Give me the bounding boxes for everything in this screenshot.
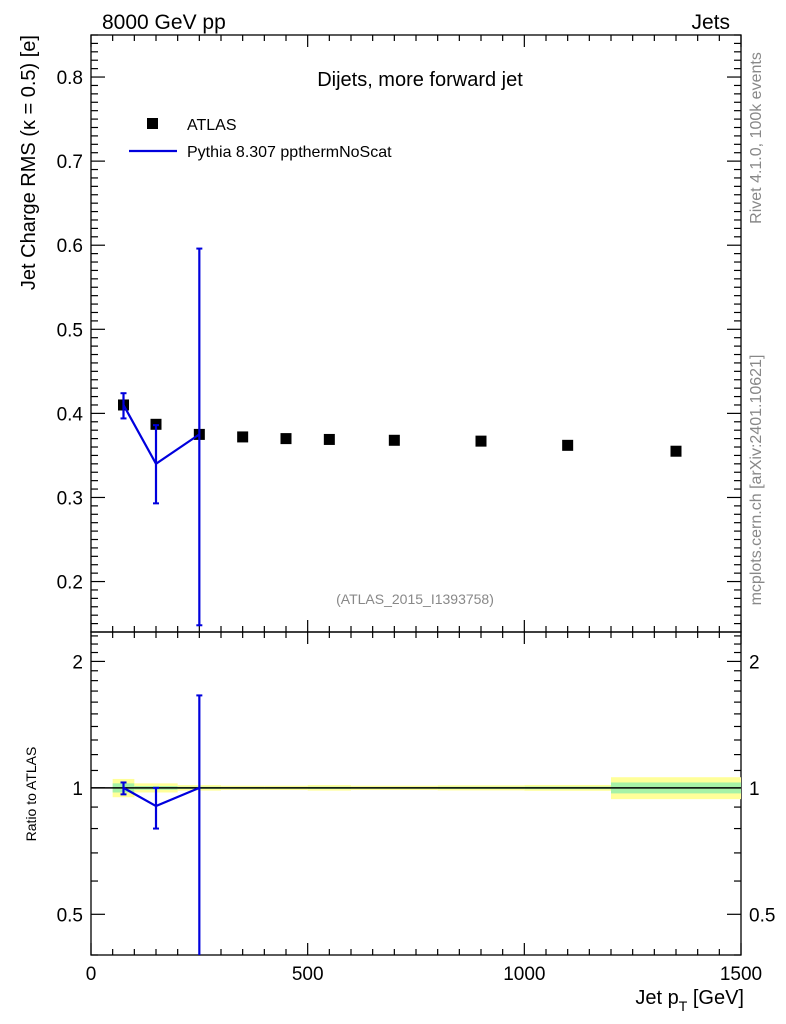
y-tick-label: 0.3 — [57, 488, 83, 509]
legend-label-atlas: ATLAS — [187, 117, 237, 134]
ratio-y-tick-label: 0.5 — [57, 905, 83, 926]
ratio-y-tick-label-right: 1 — [749, 779, 760, 800]
atlas-data-point — [562, 439, 574, 451]
legend: ATLAS Pythia 8.307 ppthermNoScat — [129, 117, 392, 161]
x-axis-label-sub: T — [679, 998, 688, 1014]
y-tick-label: 0.4 — [57, 404, 84, 425]
main-axis-ticks: 0.2 0.3 0.4 0.5 0.6 0.7 0.8 — [57, 34, 742, 632]
chart-title: Dijets, more forward jet — [317, 69, 523, 91]
y-tick-label: 0.2 — [57, 573, 83, 594]
y-tick-label: 0.8 — [57, 68, 83, 89]
x-axis-label-main: Jet p — [635, 987, 678, 1009]
rivet-label: Rivet 4.1.0, 100k events — [748, 52, 765, 224]
ratio-axis-ticks: 0.5 0.5 1 1 2 2 0 500 1000 1500 — [57, 632, 775, 985]
x-tick-label: 0 — [86, 964, 97, 985]
legend-marker-atlas — [147, 118, 158, 129]
x-tick-label: 500 — [292, 964, 324, 985]
ratio-uncertainty-bands — [91, 777, 741, 800]
header-left: 8000 GeV pp — [102, 11, 226, 34]
ratio-y-tick-label-right: 0.5 — [749, 905, 775, 926]
ratio-y-tick-label: 1 — [72, 779, 83, 800]
pythia-line — [122, 404, 200, 466]
legend-label-pythia: Pythia 8.307 ppthermNoScat — [187, 144, 392, 161]
ratio-y-axis-label: Ratio to ATLAS — [23, 747, 39, 842]
atlas-data-point — [280, 433, 292, 445]
ratio-y-tick-label: 2 — [72, 652, 83, 673]
atlas-data-point — [670, 445, 682, 457]
ratio-y-tick-label-right: 2 — [749, 652, 760, 673]
atlas-data-point — [475, 435, 487, 447]
x-axis-label: Jet pT [GeV] — [635, 987, 744, 1014]
atlas-data-point — [237, 431, 249, 443]
analysis-id: (ATLAS_2015_I1393758) — [336, 591, 494, 607]
y-tick-label: 0.7 — [57, 152, 83, 173]
y-axis-label: Jet Charge RMS (κ = 0.5) [e] — [18, 35, 40, 290]
x-tick-label: 1500 — [720, 964, 762, 985]
x-tick-label: 1000 — [503, 964, 545, 985]
header-right: Jets — [691, 11, 730, 34]
mcplots-label: mcplots.cern.ch [arXiv:2401.10621] — [748, 355, 765, 606]
y-tick-label: 0.5 — [57, 320, 83, 341]
y-tick-label: 0.6 — [57, 236, 83, 257]
atlas-data-point — [388, 434, 400, 446]
ratio-series — [120, 694, 203, 955]
x-axis-label-unit: [GeV] — [687, 987, 744, 1009]
main-series — [118, 247, 682, 627]
atlas-data-point — [323, 433, 335, 445]
